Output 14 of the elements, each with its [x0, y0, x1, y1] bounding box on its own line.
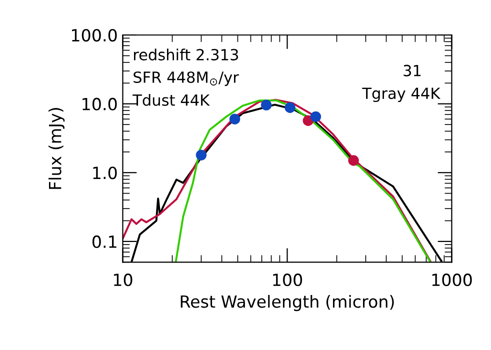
annotation: SFR 448M$_{⊙}$/yr: [134, 71, 239, 86]
x-tick-label: 10: [114, 274, 132, 286]
y-tick-label: 1.0: [93, 166, 117, 180]
annotation: Tgray 44K: [362, 88, 441, 102]
x-tick-label: 1000: [432, 274, 472, 286]
x-axis-title: Rest Wavelength (micron): [180, 294, 394, 312]
y-tick-label: 10.0: [82, 98, 117, 110]
y-tick-label: 100.0: [72, 28, 117, 42]
annotation: 31: [404, 64, 421, 76]
x-tick-label: 100: [273, 274, 302, 286]
y-axis-title: Flux (mJy): [48, 108, 65, 189]
annotation: redshift 2.313: [134, 48, 238, 60]
y-tick-label: 0.1: [92, 235, 116, 248]
annotation: Tdust 44K: [132, 94, 210, 106]
